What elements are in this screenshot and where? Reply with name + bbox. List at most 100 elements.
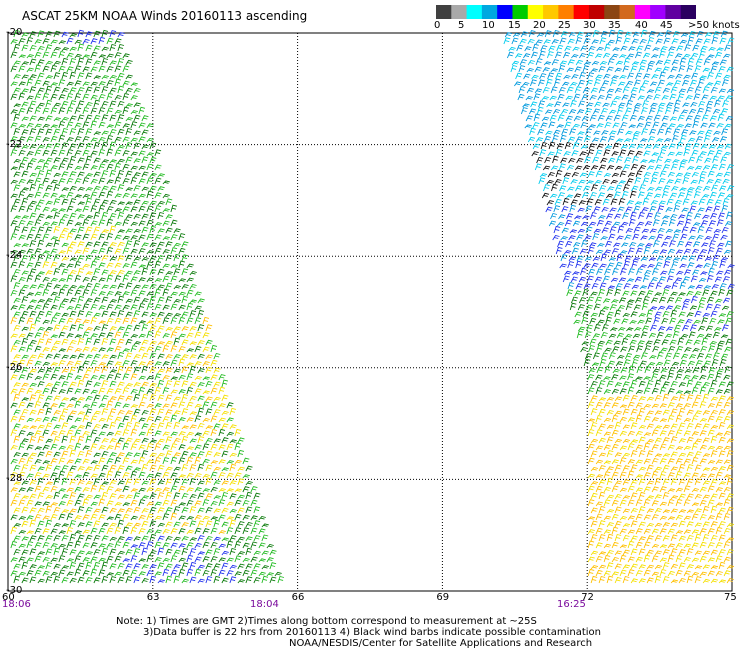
wind-barb: [668, 143, 676, 150]
wind-barb: [58, 402, 66, 409]
wind-barb: [61, 47, 69, 52]
wind-barb: [686, 509, 695, 514]
wind-barb: [141, 186, 149, 192]
wind-barb: [138, 290, 146, 297]
wind-barb: [670, 66, 678, 73]
wind-barb: [603, 486, 611, 493]
wind-barb: [680, 255, 688, 262]
wind-barb: [607, 39, 615, 45]
wind-barb: [85, 31, 93, 38]
wind-barb: [122, 304, 130, 311]
wind-barb: [622, 564, 631, 570]
wind-barb: [583, 358, 591, 367]
wind-barb: [77, 285, 85, 290]
wind-barb: [269, 576, 277, 584]
wind-barb: [635, 389, 644, 395]
wind-barb: [720, 108, 729, 115]
wind-barb: [611, 388, 619, 395]
wind-barb: [130, 151, 138, 157]
wind-barb: [165, 241, 173, 248]
wind-barb: [197, 436, 205, 444]
wind-barb: [205, 520, 213, 528]
wind-barb: [626, 327, 634, 332]
wind-barb: [583, 263, 591, 269]
wind-barb: [82, 487, 90, 493]
wind-barb: [726, 381, 734, 388]
wind-barb: [13, 282, 21, 290]
wind-barb: [189, 493, 197, 500]
wind-barb: [677, 93, 685, 101]
wind-barb: [723, 388, 731, 395]
wind-barb: [558, 86, 566, 94]
wind-barb: [720, 334, 729, 339]
wind-barb: [685, 190, 693, 199]
wind-barb: [670, 436, 678, 444]
wind-barb: [213, 452, 221, 458]
wind-barb: [550, 165, 559, 171]
wind-barb: [194, 375, 202, 381]
wind-barb: [173, 298, 181, 304]
wind-barb: [614, 533, 622, 542]
wind-barb: [13, 435, 21, 444]
wind-barb: [61, 198, 69, 206]
wind-barb: [114, 401, 122, 409]
wind-barb: [713, 205, 721, 213]
wind-barb: [710, 379, 718, 388]
wind-barb: [696, 30, 704, 38]
wind-barb: [694, 381, 702, 388]
wind-barb: [569, 109, 577, 115]
wind-barb: [652, 121, 660, 129]
wind-barb: [726, 311, 734, 318]
wind-barb: [77, 379, 85, 388]
wind-barb: [697, 78, 705, 87]
wind-barb: [718, 288, 725, 297]
wind-barb: [141, 129, 149, 136]
wind-barb: [42, 501, 50, 507]
wind-barb: [21, 116, 29, 122]
wind-barb: [45, 481, 53, 486]
wind-barb: [157, 438, 165, 444]
wind-barb: [691, 52, 699, 59]
wind-barb: [548, 45, 556, 52]
wind-barb: [654, 212, 661, 220]
wind-barb: [686, 379, 694, 388]
wind-barb: [693, 241, 701, 248]
wind-barb: [122, 429, 130, 437]
wind-barb: [708, 367, 716, 374]
wind-barb: [237, 521, 245, 528]
wind-barb: [595, 386, 603, 395]
wind-barb: [663, 185, 671, 192]
wind-barb: [138, 165, 146, 171]
wind-barb: [53, 381, 61, 388]
wind-barb: [50, 528, 58, 535]
wind-barb: [58, 530, 66, 535]
wind-barb: [10, 444, 18, 451]
wind-barb: [13, 225, 21, 234]
wind-barb: [549, 114, 557, 122]
wind-barb: [633, 226, 641, 234]
wind-barb: [589, 191, 597, 199]
wind-barb: [605, 316, 612, 325]
wind-barb: [13, 382, 21, 388]
wind-barb: [37, 565, 45, 570]
wind-barb: [90, 150, 98, 157]
wind-barb: [50, 165, 58, 171]
wind-barb: [42, 347, 50, 353]
wind-barb: [29, 519, 37, 528]
wind-barb: [157, 341, 165, 346]
wind-barb: [626, 80, 634, 87]
wind-barb: [691, 72, 699, 80]
wind-barb: [630, 520, 638, 528]
wind-barb: [29, 354, 37, 360]
wind-barb: [162, 513, 170, 521]
wind-barb: [721, 353, 729, 360]
wind-barb: [69, 435, 77, 444]
wind-barb: [668, 218, 676, 227]
wind-barb: [90, 347, 98, 353]
wind-barb: [74, 474, 82, 479]
wind-barb: [602, 102, 610, 108]
wind-barb: [29, 382, 37, 388]
wind-barb: [58, 250, 66, 255]
wind-barb: [639, 285, 648, 290]
wind-barb: [154, 361, 162, 367]
